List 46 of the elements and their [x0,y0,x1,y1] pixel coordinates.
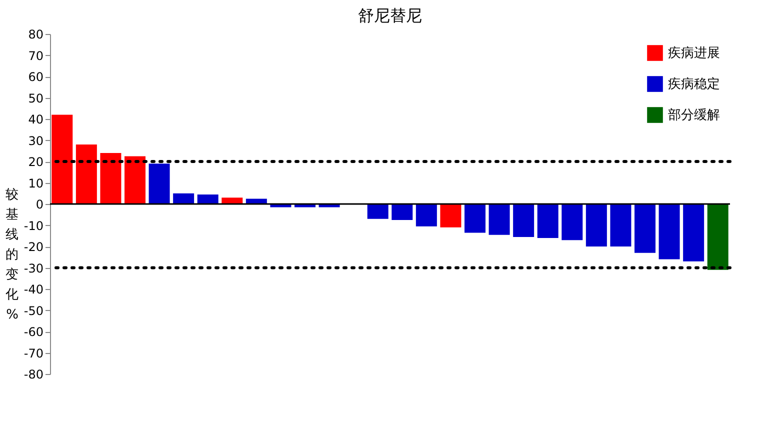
y-tick-label: -10 [24,218,44,233]
y-tick-label: 10 [28,176,44,190]
bar [658,204,680,260]
bar [124,156,146,204]
bar [488,204,510,235]
y-tick-label: 80 [28,28,44,42]
y-tick-label: -80 [24,368,44,382]
bar [634,204,656,253]
bar [537,204,558,238]
y-tick-label: 70 [28,48,44,63]
bar [464,204,486,233]
y-tick-label: -70 [24,346,44,360]
bar [562,204,583,240]
legend-label: 部分缓解 [668,108,720,123]
y-tick-label: 30 [28,134,44,148]
chart-title: 舒尼替尼 [358,6,422,25]
bar [610,204,632,246]
bar [100,153,122,204]
y-axis-title: 较基线的变化% [6,188,18,322]
bar [683,204,704,262]
bar [416,204,437,226]
bar [707,204,728,270]
bar [513,204,534,237]
bar [173,193,194,204]
y-tick-label: 60 [28,70,44,84]
bar [440,204,462,228]
y-tick-label: -50 [24,304,44,318]
y-tick-label: 40 [28,112,44,126]
y-tick-label: 0 [36,198,44,212]
y-tick-label: 20 [28,155,44,169]
y-tick-label: -60 [24,325,44,339]
bar [222,198,243,204]
y-tick-label: 50 [28,91,44,106]
bar [367,204,388,219]
y-tick-label: -20 [24,240,44,254]
y-tick-label: -40 [24,282,44,296]
bar [76,144,97,204]
legend-label: 疾病稳定 [668,77,720,92]
bar [392,204,413,220]
bar [52,114,73,204]
bar [586,204,607,246]
bar [197,194,218,204]
y-tick-label: -30 [24,261,44,276]
bar [148,164,170,204]
legend-label: 疾病进展 [668,46,720,61]
bar [246,198,267,204]
